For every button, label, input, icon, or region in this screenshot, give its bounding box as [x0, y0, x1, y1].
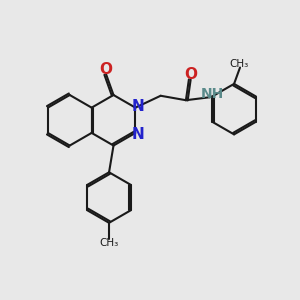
Text: CH₃: CH₃: [229, 59, 248, 69]
Text: NH: NH: [201, 87, 224, 101]
Text: CH₃: CH₃: [99, 238, 119, 248]
Text: N: N: [132, 127, 145, 142]
Text: N: N: [132, 99, 145, 114]
Text: O: O: [100, 62, 112, 77]
Text: O: O: [184, 68, 197, 82]
